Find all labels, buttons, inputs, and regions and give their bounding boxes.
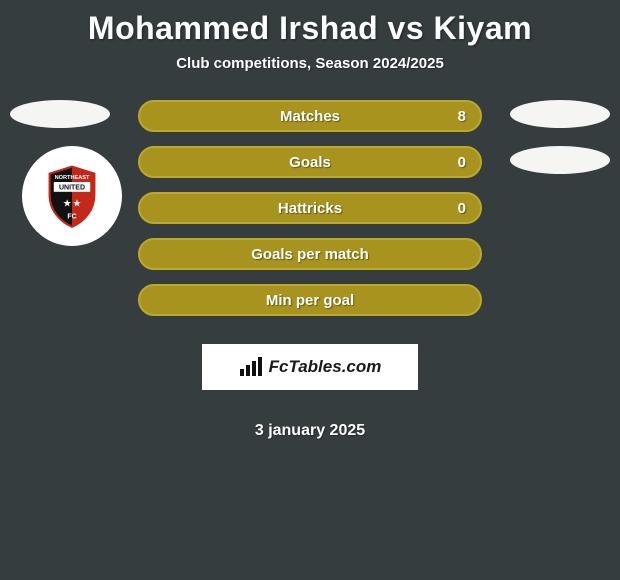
player-pill-left [10,100,110,128]
club-badge: NORTHEAST UNITED ★ ★ FC [22,146,122,246]
svg-text:★ ★: ★ ★ [62,198,81,208]
date-label: 3 january 2025 [255,422,365,440]
svg-text:NORTHEAST: NORTHEAST [55,175,90,181]
stat-row-gpm: Goals per match [138,238,482,270]
shield-icon: NORTHEAST UNITED ★ ★ FC [37,161,107,231]
stat-row-mpg: Min per goal [138,284,482,316]
stat-label: Hattricks [278,200,342,217]
watermark: FcTables.com [202,344,418,390]
bars-icon [239,357,263,377]
stat-row-matches: Matches 8 [138,100,482,132]
stat-label: Goals [289,154,331,171]
stat-label: Goals per match [251,246,369,263]
stat-row-goals: Goals 0 [138,146,482,178]
stat-label: Min per goal [266,292,354,309]
stat-row-hattricks: Hattricks 0 [138,192,482,224]
stat-value: 8 [458,108,466,125]
player-pill-right-1 [510,100,610,128]
watermark-text: FcTables.com [269,357,382,377]
stats-layout: NORTHEAST UNITED ★ ★ FC Matches 8 Goals … [0,100,620,440]
page-title: Mohammed Irshad vs Kiyam [0,6,620,55]
stat-label: Matches [280,108,340,125]
svg-text:FC: FC [67,213,76,220]
svg-text:UNITED: UNITED [59,185,85,192]
subtitle: Club competitions, Season 2024/2025 [0,55,620,72]
player-pill-right-2 [510,146,610,174]
stat-value: 0 [458,200,466,217]
comparison-card: Mohammed Irshad vs Kiyam Club competitio… [0,0,620,440]
stat-value: 0 [458,154,466,171]
